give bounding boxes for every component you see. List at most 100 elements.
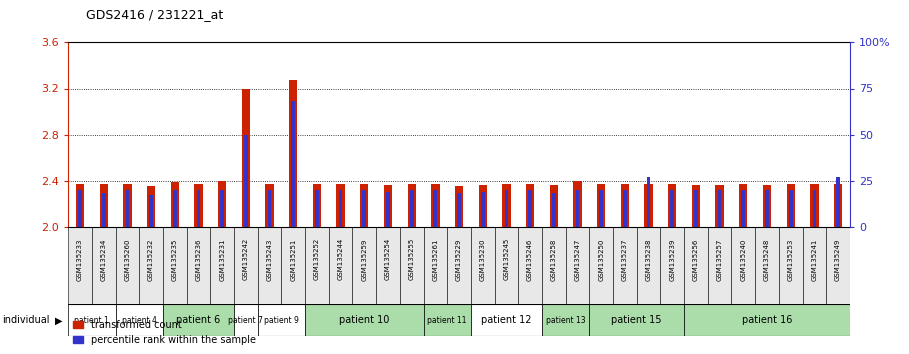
Text: GSM135242: GSM135242 <box>243 238 249 280</box>
FancyBboxPatch shape <box>139 227 163 304</box>
Text: GSM135249: GSM135249 <box>835 238 841 281</box>
Bar <box>289 80 297 227</box>
Text: patient 13: patient 13 <box>545 316 585 325</box>
Text: patient 1: patient 1 <box>75 316 109 325</box>
FancyBboxPatch shape <box>305 304 424 336</box>
Text: GSM135230: GSM135230 <box>480 238 485 281</box>
Bar <box>599 190 603 227</box>
Bar <box>100 184 108 227</box>
FancyBboxPatch shape <box>210 227 234 304</box>
Bar <box>434 190 437 227</box>
Bar <box>75 184 85 227</box>
FancyBboxPatch shape <box>68 304 115 336</box>
FancyBboxPatch shape <box>353 227 376 304</box>
FancyBboxPatch shape <box>92 227 115 304</box>
Text: GSM135239: GSM135239 <box>669 238 675 281</box>
Bar <box>336 184 345 227</box>
FancyBboxPatch shape <box>305 227 329 304</box>
Text: GSM135241: GSM135241 <box>812 238 817 281</box>
Bar <box>742 190 745 227</box>
Text: GSM135237: GSM135237 <box>622 238 628 281</box>
Text: GSM135251: GSM135251 <box>290 238 296 281</box>
FancyBboxPatch shape <box>257 304 305 336</box>
FancyBboxPatch shape <box>684 227 708 304</box>
Bar <box>173 190 176 227</box>
FancyBboxPatch shape <box>424 304 471 336</box>
Bar <box>718 190 722 227</box>
FancyBboxPatch shape <box>115 227 139 304</box>
Bar <box>834 184 843 227</box>
FancyBboxPatch shape <box>589 227 613 304</box>
Bar <box>149 195 153 227</box>
FancyBboxPatch shape <box>163 304 234 336</box>
Bar <box>431 184 440 227</box>
FancyBboxPatch shape <box>400 227 424 304</box>
Text: GSM135250: GSM135250 <box>598 238 604 281</box>
Bar <box>313 184 321 227</box>
Bar <box>292 101 295 227</box>
Text: GSM135254: GSM135254 <box>385 238 391 280</box>
Bar <box>813 190 816 227</box>
FancyBboxPatch shape <box>494 227 518 304</box>
FancyBboxPatch shape <box>68 227 92 304</box>
Text: GSM135232: GSM135232 <box>148 238 155 281</box>
Text: individual: individual <box>2 315 49 325</box>
Text: GSM135253: GSM135253 <box>788 238 794 281</box>
Bar <box>526 184 534 227</box>
Bar <box>195 184 203 227</box>
Bar <box>78 190 82 227</box>
FancyBboxPatch shape <box>755 227 779 304</box>
FancyBboxPatch shape <box>826 227 850 304</box>
Bar <box>786 184 794 227</box>
Legend: transformed count, percentile rank within the sample: transformed count, percentile rank withi… <box>73 320 255 345</box>
Bar <box>360 184 368 227</box>
Bar <box>670 190 674 227</box>
Bar <box>267 190 272 227</box>
FancyBboxPatch shape <box>376 227 400 304</box>
Bar <box>715 185 724 227</box>
FancyBboxPatch shape <box>471 304 542 336</box>
Bar <box>694 190 698 227</box>
Text: GSM135240: GSM135240 <box>740 238 746 281</box>
Text: GSM135252: GSM135252 <box>314 238 320 280</box>
Text: patient 6: patient 6 <box>176 315 221 325</box>
FancyBboxPatch shape <box>589 304 684 336</box>
Bar <box>407 184 415 227</box>
Bar <box>481 192 484 227</box>
Bar <box>125 190 129 227</box>
Text: GSM135260: GSM135260 <box>125 238 130 281</box>
Bar <box>315 190 319 227</box>
FancyBboxPatch shape <box>424 227 447 304</box>
FancyBboxPatch shape <box>613 227 636 304</box>
Bar <box>646 177 651 227</box>
Text: GSM135259: GSM135259 <box>361 238 367 281</box>
Bar <box>668 184 676 227</box>
Bar <box>623 190 626 227</box>
Text: GSM135246: GSM135246 <box>527 238 533 281</box>
Bar <box>102 193 105 227</box>
Bar <box>621 184 629 227</box>
Bar <box>836 177 840 227</box>
FancyBboxPatch shape <box>329 227 353 304</box>
FancyBboxPatch shape <box>163 227 186 304</box>
Bar <box>504 190 508 227</box>
Text: GSM135236: GSM135236 <box>195 238 202 281</box>
Bar <box>739 184 747 227</box>
Text: ▶: ▶ <box>55 315 62 325</box>
Bar <box>575 190 579 227</box>
Text: patient 7: patient 7 <box>228 316 264 325</box>
FancyBboxPatch shape <box>282 227 305 304</box>
Bar <box>550 185 558 227</box>
Text: patient 11: patient 11 <box>427 316 467 325</box>
Text: GSM135245: GSM135245 <box>504 238 509 280</box>
FancyBboxPatch shape <box>661 227 684 304</box>
Bar <box>384 185 392 227</box>
Text: GSM135235: GSM135235 <box>172 238 178 281</box>
FancyBboxPatch shape <box>186 227 210 304</box>
Bar <box>265 184 274 227</box>
Bar <box>457 193 461 227</box>
Bar <box>218 181 226 227</box>
Bar <box>242 88 250 227</box>
Bar <box>574 181 582 227</box>
Bar <box>196 190 200 227</box>
